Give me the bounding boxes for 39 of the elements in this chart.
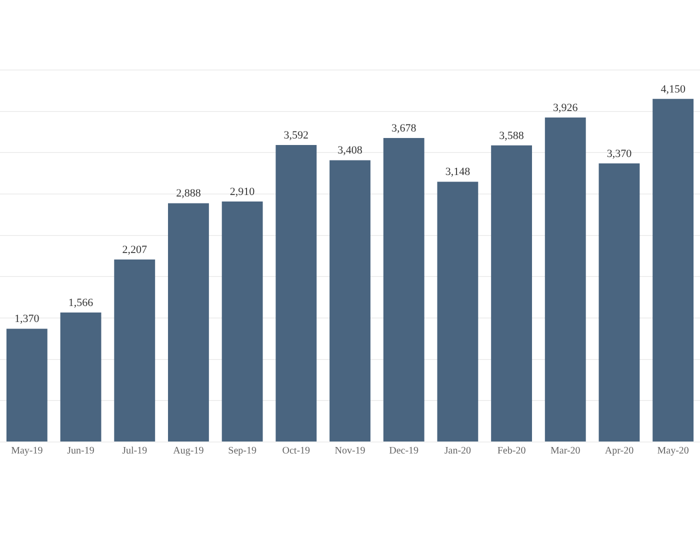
x-tick-label: Dec-19 bbox=[389, 446, 419, 457]
x-tick-label: Feb-20 bbox=[497, 446, 526, 457]
data-label: 3,588 bbox=[499, 130, 524, 142]
data-label: 3,148 bbox=[445, 166, 471, 178]
bar bbox=[544, 117, 586, 442]
bar bbox=[652, 98, 694, 442]
bar bbox=[330, 160, 370, 442]
x-tick-label: Apr-20 bbox=[604, 446, 634, 457]
x-tick-label: Jul-19 bbox=[122, 446, 148, 457]
data-label: 4,150 bbox=[660, 83, 686, 96]
data-label: 3,370 bbox=[606, 148, 632, 160]
bar bbox=[222, 201, 263, 442]
data-label: 3,408 bbox=[338, 144, 363, 157]
bar bbox=[114, 260, 156, 442]
x-tick-label: Nov-19 bbox=[334, 446, 366, 457]
data-label: 2,888 bbox=[176, 188, 202, 200]
bar bbox=[168, 203, 209, 442]
x-tick-label: Aug-19 bbox=[173, 446, 204, 457]
x-tick-label: Jan-20 bbox=[444, 446, 472, 457]
x-tick-label: May-19 bbox=[11, 446, 43, 457]
bar bbox=[437, 182, 478, 442]
bar bbox=[598, 163, 640, 442]
x-tick-label: Mar-20 bbox=[550, 446, 580, 457]
bar bbox=[276, 145, 317, 442]
data-label: 3,678 bbox=[391, 122, 417, 134]
bar bbox=[60, 312, 102, 442]
x-tick-label: Sep-19 bbox=[228, 446, 256, 457]
data-label: 1,370 bbox=[14, 313, 40, 326]
bar bbox=[6, 328, 48, 442]
data-label: 2,207 bbox=[122, 244, 148, 256]
x-tick-label: May-20 bbox=[657, 446, 689, 457]
x-tick-label: Oct-19 bbox=[282, 446, 310, 457]
data-label: 2,910 bbox=[230, 186, 256, 198]
x-tick-label: Jun-19 bbox=[67, 446, 94, 457]
bar bbox=[383, 138, 424, 442]
bar bbox=[491, 145, 532, 442]
data-label: 3,926 bbox=[553, 102, 578, 114]
data-label: 1,566 bbox=[68, 296, 94, 309]
data-label: 3,592 bbox=[284, 129, 309, 142]
